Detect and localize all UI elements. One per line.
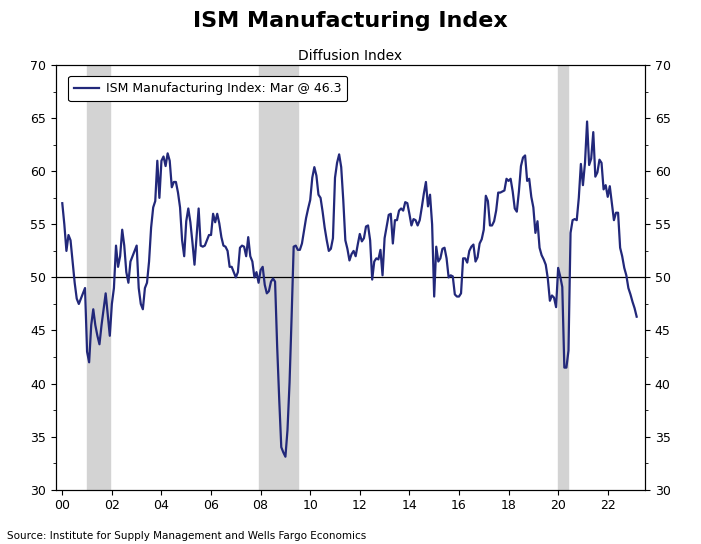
Text: ISM Manufacturing Index: ISM Manufacturing Index — [193, 11, 508, 31]
Title: Diffusion Index: Diffusion Index — [299, 49, 402, 63]
Text: Source: Institute for Supply Management and Wells Fargo Economics: Source: Institute for Supply Management … — [7, 531, 366, 541]
Bar — [259, 65, 298, 490]
Bar — [558, 65, 569, 490]
Bar — [87, 65, 110, 490]
Legend: ISM Manufacturing Index: Mar @ 46.3: ISM Manufacturing Index: Mar @ 46.3 — [68, 76, 348, 101]
